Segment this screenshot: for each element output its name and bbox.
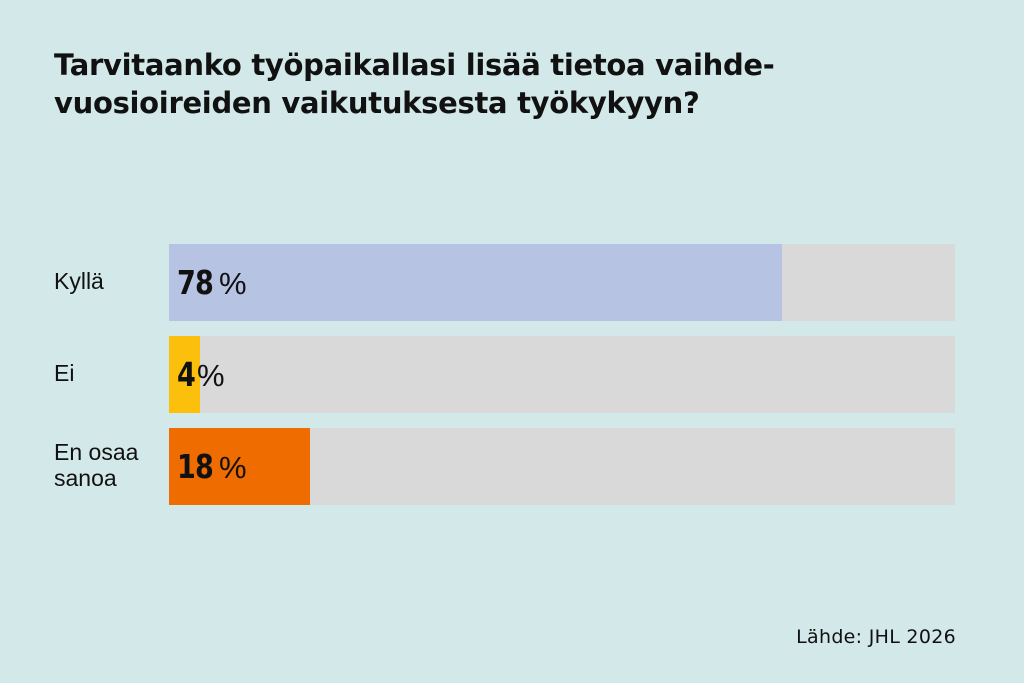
value-number: 78 — [177, 263, 214, 302]
chart-title-line-2: vuosioireiden vaikutuksesta työkykyyn? — [54, 86, 700, 120]
category-label-line: Ei — [54, 359, 75, 386]
bar-track: 4% — [169, 336, 955, 413]
bar-track: 78% — [169, 244, 955, 321]
bar — [169, 244, 783, 321]
value-label: 78% — [177, 244, 247, 321]
chart-title-line-1: Tarvitaanko työpaikallasi lisää tietoa v… — [54, 48, 775, 82]
value-unit: % — [218, 266, 247, 301]
category-label-line: Kyllä — [54, 267, 104, 294]
category-label-line: En osaa — [54, 438, 139, 465]
category-label-line: sanoa — [54, 464, 117, 491]
chart-title: Tarvitaanko työpaikallasi lisää tietoa v… — [54, 46, 814, 122]
value-label: 18% — [177, 428, 247, 505]
bar-track: 18% — [169, 428, 955, 505]
category-label: Kyllä — [54, 268, 104, 294]
value-number: 18 — [177, 447, 214, 486]
value-unit: % — [218, 450, 247, 485]
bar — [169, 336, 201, 413]
value-number: 4 — [177, 355, 196, 394]
category-label: En osaa sanoa — [54, 439, 138, 491]
value-unit: % — [196, 358, 225, 393]
bar — [169, 428, 311, 505]
value-label: 4% — [177, 336, 225, 413]
source-note: Lähde: JHL 2026 — [796, 626, 956, 648]
category-label: Ei — [54, 360, 74, 386]
